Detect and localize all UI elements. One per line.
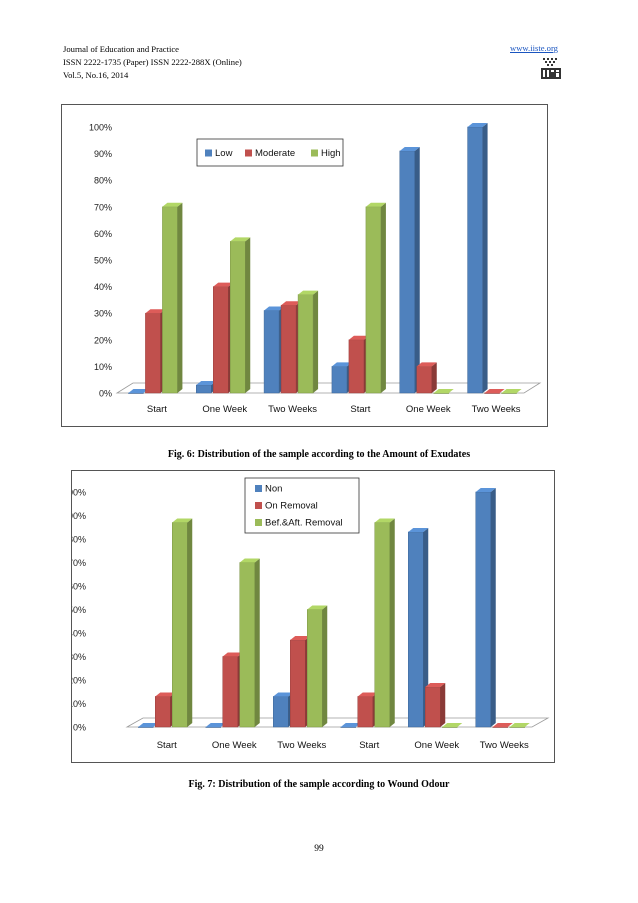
- odour-bar: [357, 692, 378, 728]
- exudates-category-label: One Week: [406, 404, 451, 415]
- exudates-bar: [467, 123, 488, 394]
- exudates-bar: [365, 202, 386, 394]
- odour-bar: [307, 605, 328, 728]
- odour-category-label: Start: [157, 740, 177, 751]
- odour-bar: [442, 723, 463, 728]
- exudates-legend-label: Moderate: [255, 148, 295, 159]
- exudates-ytick-label: 20%: [94, 335, 112, 345]
- exudates-category-label: Start: [147, 404, 167, 415]
- exudates-ytick-label: 10%: [94, 362, 112, 372]
- journal-header: Journal of Education and Practice ISSN 2…: [63, 43, 242, 82]
- odour-legend-label: Bef.&Aft. Removal: [265, 518, 343, 529]
- odour-bar: [425, 683, 446, 728]
- odour-legend: Non On Removal Bef.&Aft. Removal: [244, 477, 360, 534]
- odour-bar: [239, 558, 260, 728]
- odour-bar: [374, 518, 395, 728]
- odour-chart-svg: 0% 10% 20% 30% 40% 50% 60% 70% 80% 90% 100% Start On…: [72, 477, 550, 751]
- exudates-category-label: Start: [350, 404, 370, 415]
- exudates-legend-swatch: [311, 149, 318, 157]
- exudates-bar: [416, 362, 437, 394]
- exudates-legend-swatch: [205, 149, 212, 157]
- exudates-bar: [399, 146, 420, 394]
- odour-ytick-label: 40%: [72, 629, 86, 639]
- odour-bar: [475, 488, 496, 728]
- exudates-ytick-label: 60%: [94, 229, 112, 239]
- exudates-legend-label: High: [321, 148, 341, 159]
- odour-legend-label: On Removal: [265, 501, 318, 512]
- exudates-legend-swatch: [245, 149, 252, 157]
- figure-6-caption: Fig. 6: Distribution of the sample accor…: [167, 449, 471, 460]
- odour-bar: [172, 518, 193, 728]
- journal-volume: Vol.5, No.16, 2014: [63, 70, 129, 80]
- figure-7-caption: Fig. 7: Distribution of the sample accor…: [188, 779, 450, 790]
- odour-bar: [492, 723, 513, 728]
- odour-ytick-label: 80%: [72, 535, 86, 545]
- odour-ytick-label: 70%: [72, 558, 86, 568]
- exudates-bar: [162, 202, 183, 394]
- odour-ytick-label: 30%: [72, 652, 86, 662]
- exudates-bar: [128, 389, 149, 394]
- exudates-ytick-label: 50%: [94, 256, 112, 266]
- journal-name: Journal of Education and Practice: [63, 44, 179, 54]
- exudates-bar: [501, 389, 522, 394]
- iiste-logo: [541, 58, 561, 79]
- odour-ytick-label: 50%: [72, 605, 86, 615]
- odour-chart: 0% 10% 20% 30% 40% 50% 60% 70% 80% 90% 100% Start On…: [71, 470, 555, 763]
- exudates-chart: 0% 10% 20% 30% 40% 50% 60% 70% 80% 90% 100% Start On…: [61, 104, 548, 427]
- exudates-ytick-label: 70%: [94, 202, 112, 212]
- odour-bar: [138, 723, 159, 728]
- exudates-legend-label: Low: [215, 148, 233, 159]
- exudates-category-label: Two Weeks: [268, 404, 317, 415]
- odour-legend-swatch: [255, 502, 262, 509]
- odour-ytick-label: 0%: [73, 723, 86, 733]
- odour-ytick-label: 20%: [72, 676, 86, 686]
- odour-category-label: Two Weeks: [277, 740, 326, 751]
- odour-bar: [509, 723, 530, 728]
- odour-category-label: Two Weeks: [480, 740, 529, 751]
- exudates-ytick-label: 30%: [94, 309, 112, 319]
- odour-category-label: One Week: [414, 740, 459, 751]
- odour-bar: [340, 723, 361, 728]
- exudates-ytick-label: 90%: [94, 149, 112, 159]
- exudates-category-label: One Week: [202, 404, 247, 415]
- exudates-ytick-label: 80%: [94, 176, 112, 186]
- odour-ytick-label: 90%: [72, 511, 86, 521]
- odour-ytick-label: 10%: [72, 699, 86, 709]
- exudates-ytick-label: 40%: [94, 282, 112, 292]
- exudates-bar: [297, 290, 319, 394]
- odour-category-label: One Week: [212, 740, 257, 751]
- odour-bar: [205, 723, 226, 728]
- odour-legend-swatch: [255, 519, 262, 526]
- odour-legend-swatch: [255, 485, 262, 492]
- odour-category-label: Start: [359, 740, 379, 751]
- odour-legend-label: Non: [265, 484, 282, 495]
- exudates-legend: Low Moderate High: [196, 138, 344, 167]
- exudates-chart-svg: 0% 10% 20% 30% 40% 50% 60% 70% 80% 90% 100% Start On…: [89, 123, 542, 415]
- odour-ytick-label: 100%: [72, 488, 86, 498]
- journal-issn: ISSN 2222-1735 (Paper) ISSN 2222-288X (O…: [63, 57, 242, 67]
- exudates-bar: [484, 389, 505, 394]
- page-number: 99: [314, 844, 324, 854]
- odour-bar: [408, 527, 429, 728]
- exudates-bar: [433, 389, 454, 394]
- exudates-bar: [230, 237, 251, 394]
- exudates-ytick-label: 100%: [89, 123, 112, 133]
- exudates-ytick-label: 0%: [99, 389, 112, 399]
- odour-ytick-label: 60%: [72, 582, 86, 592]
- exudates-category-label: Two Weeks: [472, 404, 521, 415]
- journal-url-link[interactable]: www.iiste.org: [510, 43, 558, 53]
